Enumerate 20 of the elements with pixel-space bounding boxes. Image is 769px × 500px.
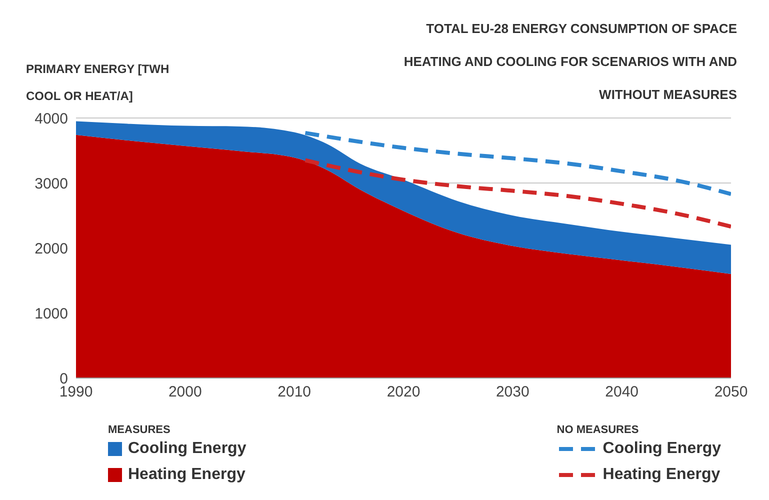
x-tick-label: 2000 — [168, 384, 202, 401]
line-series — [303, 130, 731, 196]
x-tick-label: 2030 — [496, 384, 530, 401]
legend-label: Cooling Energy — [602, 439, 721, 459]
y-tick-label: 2000 — [34, 240, 68, 258]
y-tick-label: 3000 — [34, 175, 68, 192]
text: MEASURES — [108, 424, 172, 436]
x-tick-label: 2050 — [714, 384, 748, 401]
legend-label: Heating Energy — [127, 465, 246, 485]
y-tick-label: 4000 — [34, 110, 68, 128]
chart-title: TOTAL EU-28 ENERGY CONSUMPTION OF SPACE HEATING AND COOLING FOR SCENARIOS WITH AND WITHOUT MEASURES — [404, 21, 737, 102]
x-tick-label: 2020 — [386, 384, 420, 401]
y-tick-label: 1000 — [34, 305, 68, 322]
legend-label: Cooling Energy — [127, 439, 246, 459]
x-tick-label: 2040 — [605, 384, 639, 401]
line-series — [303, 158, 731, 229]
y-axis-title: PRIMARY ENERGY [TWH COOL OR HEAT/A] — [26, 61, 170, 105]
legend-label: Heating Energy — [602, 465, 721, 485]
text: NO MEASURES — [556, 424, 640, 436]
x-tick-label: 2010 — [278, 384, 312, 401]
